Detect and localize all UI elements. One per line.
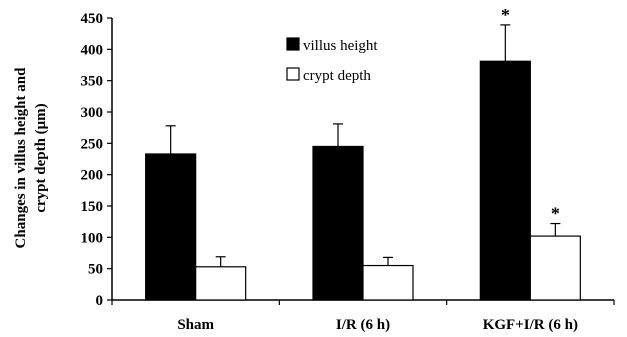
y-tick-label: 100 xyxy=(81,230,104,246)
x-tick-label: I/R (6 h) xyxy=(336,317,390,333)
legend-label: crypt depth xyxy=(303,68,371,84)
bar xyxy=(362,264,414,301)
y-tick-label: 250 xyxy=(81,136,104,152)
y-tick-label: 0 xyxy=(96,293,104,309)
y-axis-title-line-2: crypt depth (μm) xyxy=(33,103,49,212)
plot-area: 0 50 100 150 200 250 300 350 400 450 Sham I/R (6 h)… xyxy=(81,5,615,333)
y-tick-label: 300 xyxy=(81,105,104,121)
bar xyxy=(145,153,197,301)
y-tick-label: 150 xyxy=(81,199,104,215)
legend-swatch xyxy=(286,67,300,81)
y-tick-label: 350 xyxy=(81,74,104,90)
y-tick-label: 200 xyxy=(81,168,104,184)
bar xyxy=(195,266,247,301)
y-tick-label: 50 xyxy=(88,262,103,278)
significance-marker: * xyxy=(501,5,510,25)
significance-marker: * xyxy=(551,204,560,224)
bar xyxy=(312,145,364,301)
y-axis-title-line-1: Changes in villus height and xyxy=(13,67,29,249)
y-tick-label: 400 xyxy=(81,42,104,58)
x-tick-label: KGF+I/R (6 h) xyxy=(483,317,578,333)
bar xyxy=(529,235,581,301)
bar xyxy=(479,60,531,301)
legend-label: villus height xyxy=(303,38,378,54)
y-tick-label: 450 xyxy=(81,11,104,27)
legend-swatch xyxy=(286,37,300,51)
x-tick-label: Sham xyxy=(177,317,214,333)
